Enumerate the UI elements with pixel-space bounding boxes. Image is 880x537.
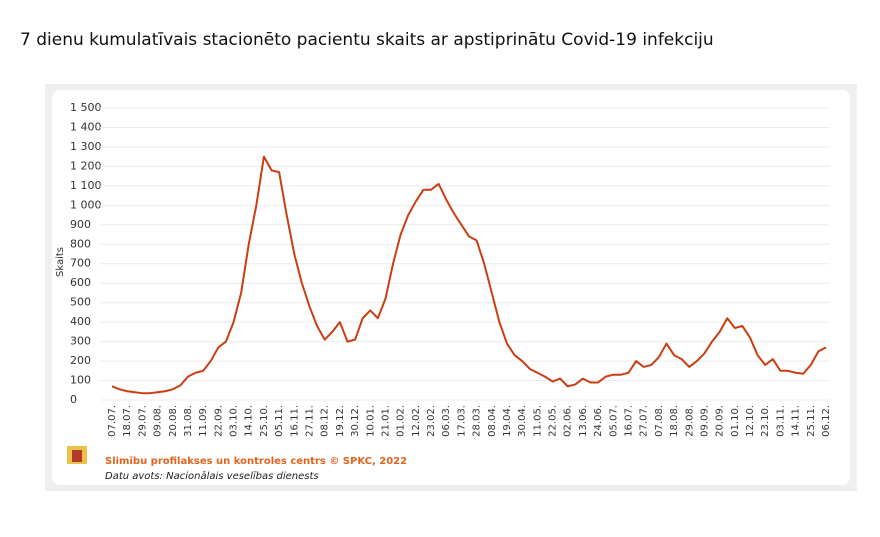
x-tick-label: 08.04. xyxy=(487,405,498,437)
x-tick-label: 19.04. xyxy=(502,405,513,437)
x-tick-label: 01.02. xyxy=(396,405,407,437)
x-tick-label: 20.08. xyxy=(168,405,179,437)
x-tick-label: 09.09. xyxy=(699,405,710,437)
x-tick-label: 27.07. xyxy=(639,405,650,437)
data-line xyxy=(111,155,827,395)
x-tick-label: 05.11. xyxy=(274,405,285,437)
chart-title: 7 dienu kumulatīvais stacionēto pacientu… xyxy=(20,30,714,50)
y-tick-label: 1 400 xyxy=(70,120,102,133)
x-tick-label: 21.01. xyxy=(380,405,391,437)
x-tick-label: 13.06. xyxy=(578,405,589,437)
x-tick-label: 05.07. xyxy=(608,405,619,437)
x-tick-label: 22.09. xyxy=(213,405,224,437)
x-tick-label: 24.06. xyxy=(593,405,604,437)
x-tick-label: 14.10. xyxy=(244,405,255,437)
x-tick-label: 07.08. xyxy=(654,405,665,437)
source-data: Datu avots: Nacionālais veselības dienes… xyxy=(105,471,319,482)
x-tick-label: 14.11. xyxy=(791,405,802,437)
y-tick-label: 700 xyxy=(70,257,91,270)
x-tick-label: 07.07. xyxy=(107,405,118,437)
y-tick-label: 1 000 xyxy=(70,198,102,211)
x-tick-label: 25.11. xyxy=(806,405,817,437)
x-tick-label: 23.10. xyxy=(760,405,771,437)
x-tick-label: 23.02. xyxy=(426,405,437,437)
y-tick-label: 500 xyxy=(70,296,91,309)
x-tick-label: 06.03. xyxy=(441,405,452,437)
x-tick-label: 18.08. xyxy=(669,405,680,437)
x-tick-label: 03.11. xyxy=(775,405,786,437)
x-tick-label: 03.10. xyxy=(229,405,240,437)
x-tick-label: 25.10. xyxy=(259,405,270,437)
card xyxy=(52,90,850,485)
x-tick-label: 08.12. xyxy=(320,405,331,437)
x-tick-label: 02.06. xyxy=(563,405,574,437)
y-tick-label: 1 500 xyxy=(70,101,102,114)
y-tick-label: 100 xyxy=(70,374,91,387)
x-tick-label: 30.12. xyxy=(350,405,361,437)
x-tick-label: 17.03. xyxy=(456,405,467,437)
x-tick-label: 16.07. xyxy=(624,405,635,437)
y-tick-label: 800 xyxy=(70,237,91,250)
y-tick-label: 1 300 xyxy=(70,140,102,153)
x-tick-label: 18.07. xyxy=(122,405,133,437)
x-tick-label: 12.02. xyxy=(411,405,422,437)
y-tick-label: 1 100 xyxy=(70,179,102,192)
x-tick-label: 12.10. xyxy=(745,405,756,437)
x-tick-label: 09.08. xyxy=(153,405,164,437)
x-tick-label: 11.09. xyxy=(198,405,209,437)
x-tick-label: 01.10. xyxy=(730,405,741,437)
y-tick-label: 200 xyxy=(70,354,91,367)
y-tick-label: 1 200 xyxy=(70,159,102,172)
x-tick-label: 30.04. xyxy=(517,405,528,437)
y-tick-label: 400 xyxy=(70,315,91,328)
x-tick-label: 29.08. xyxy=(684,405,695,437)
y-tick-label: 300 xyxy=(70,335,91,348)
y-tick-label: 600 xyxy=(70,276,91,289)
x-tick-label: 10.01. xyxy=(365,405,376,437)
x-tick-label: 29.07. xyxy=(137,405,148,437)
x-tick-label: 16.11. xyxy=(289,405,300,437)
source-org: Slimību profilakses un kontroles centrs … xyxy=(105,456,407,467)
logo xyxy=(67,446,87,464)
x-tick-label: 11.05. xyxy=(532,405,543,437)
x-tick-label: 06.12. xyxy=(821,405,832,437)
y-tick-label: 0 xyxy=(70,393,77,406)
y-axis-label: Skaits xyxy=(55,247,66,277)
x-tick-label: 31.08. xyxy=(183,405,194,437)
x-tick-label: 20.09. xyxy=(715,405,726,437)
x-tick-label: 22.05. xyxy=(548,405,559,437)
logo-mark xyxy=(72,450,82,462)
x-tick-label: 19.12. xyxy=(335,405,346,437)
x-tick-label: 27.11. xyxy=(304,405,315,437)
y-tick-label: 900 xyxy=(70,218,91,231)
x-tick-label: 28.03. xyxy=(472,405,483,437)
